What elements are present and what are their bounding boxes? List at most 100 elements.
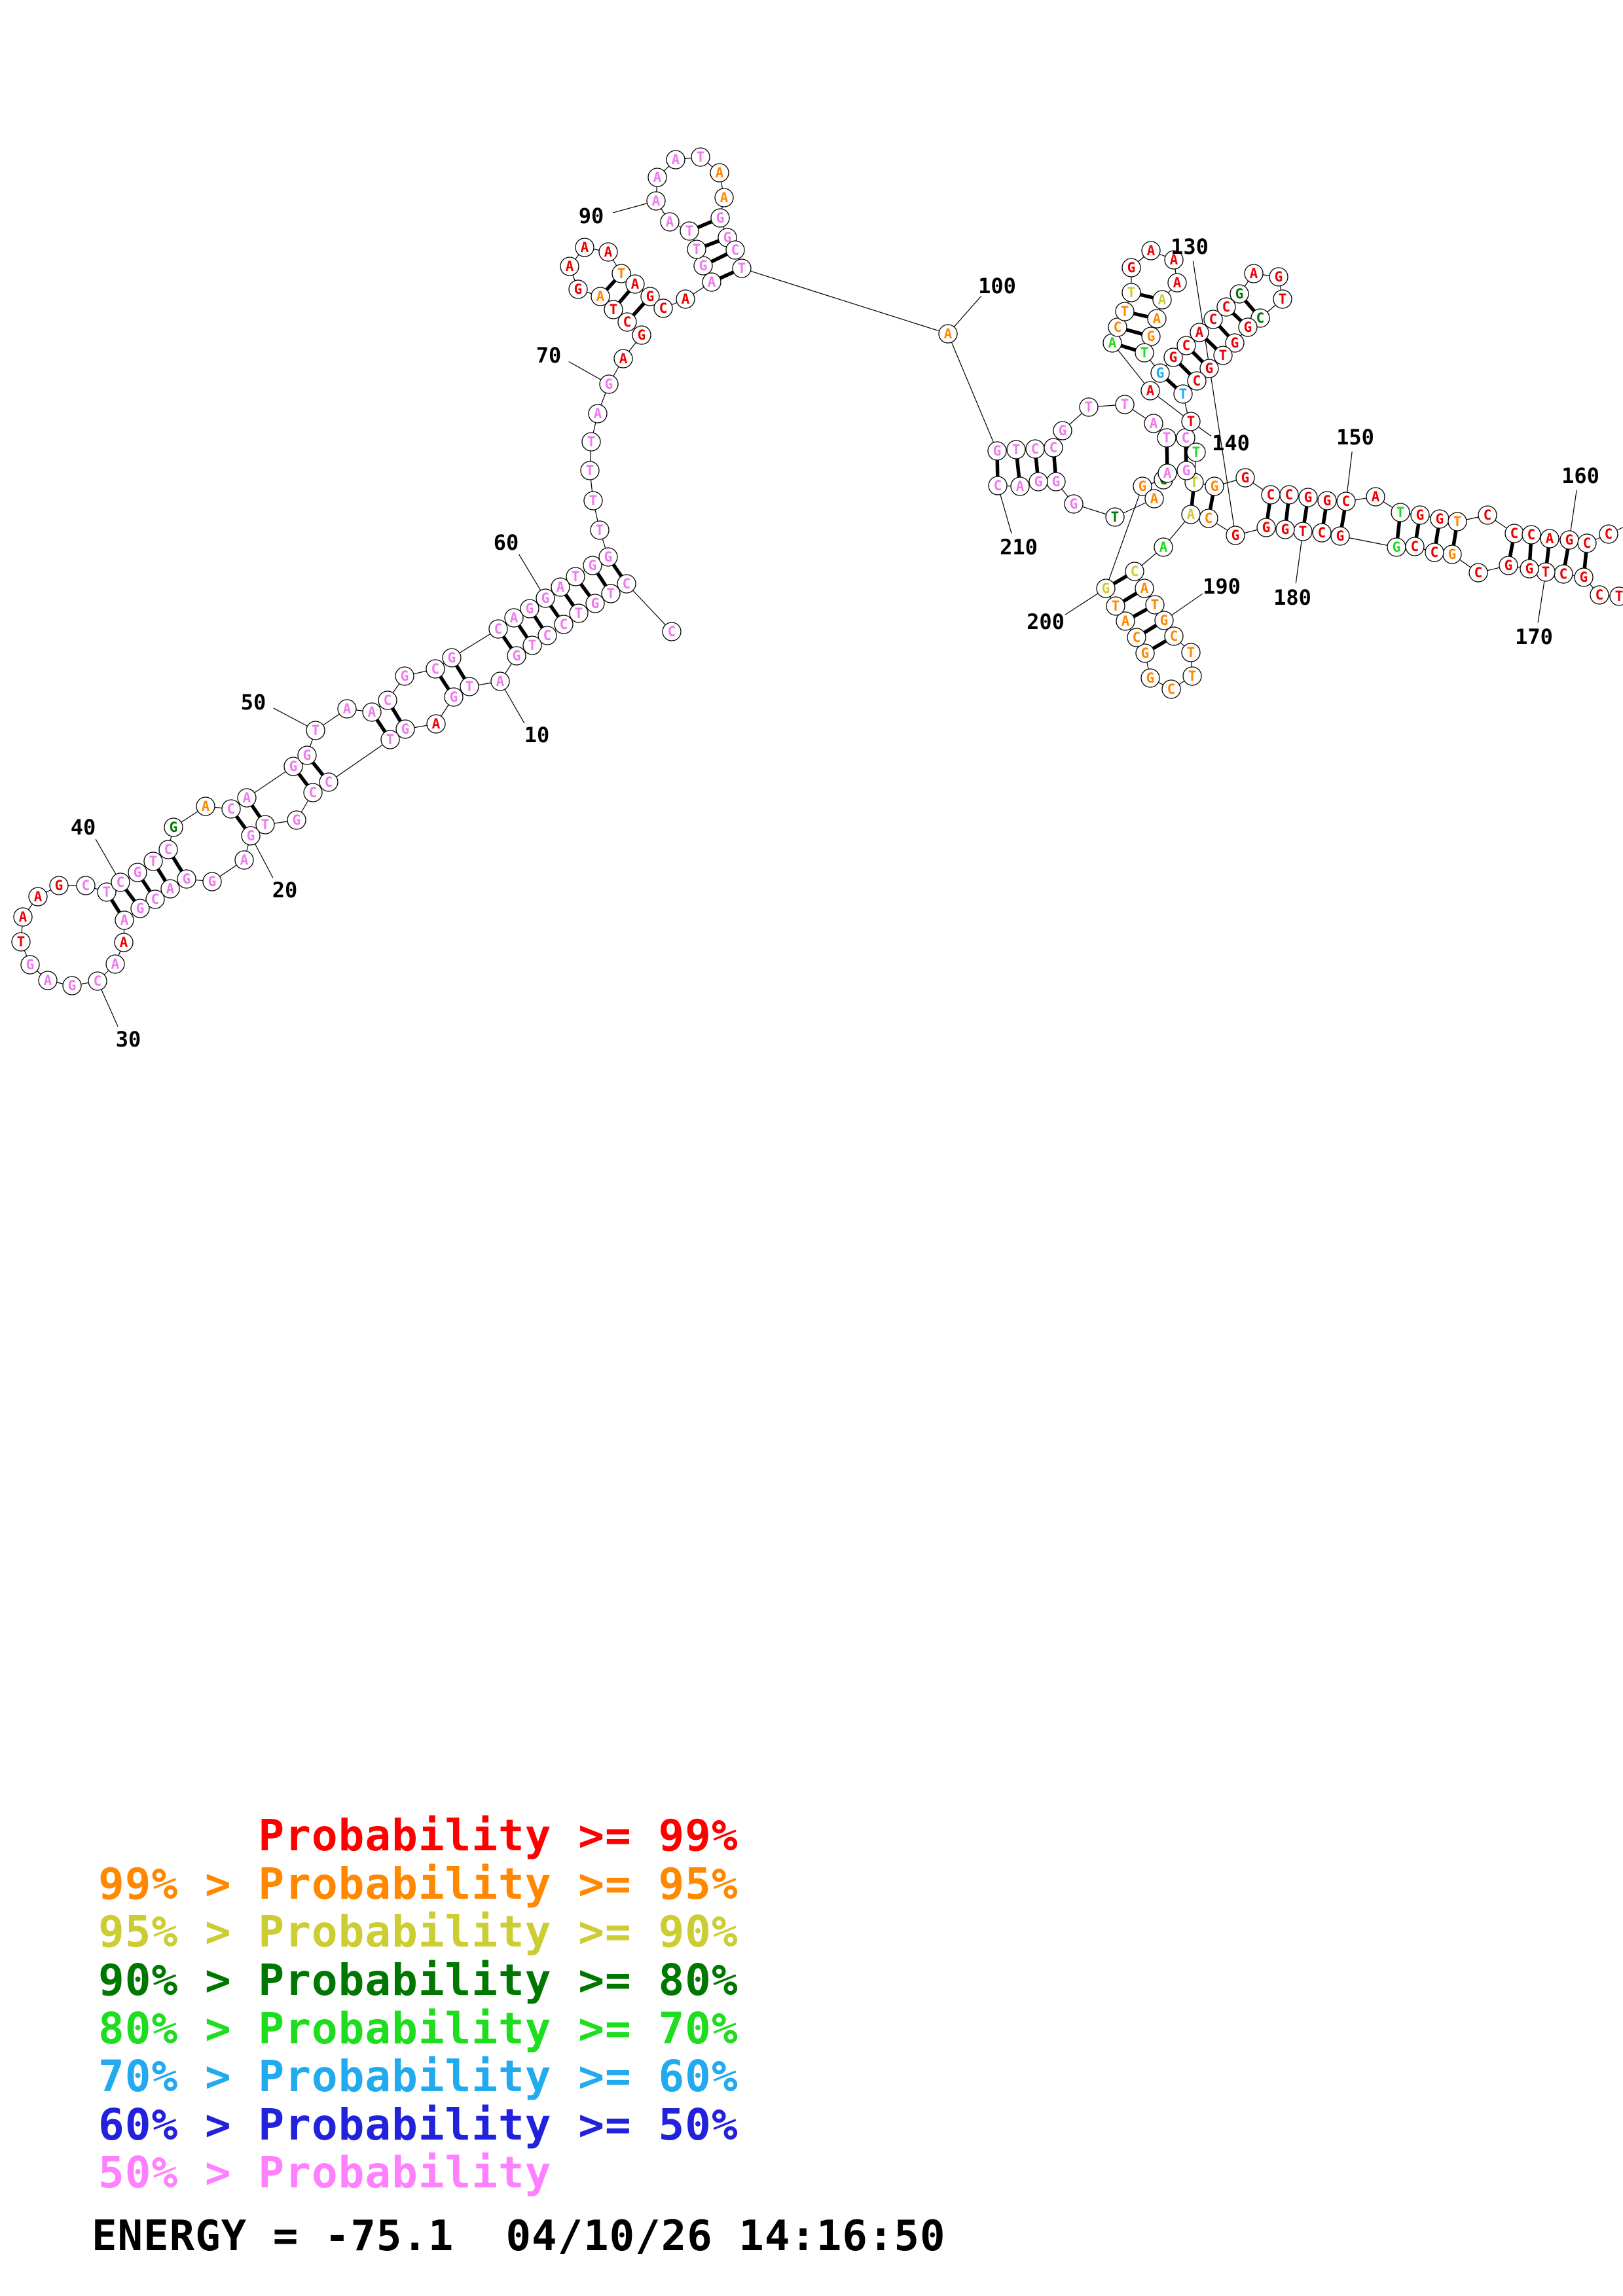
- probability-legend: Probability >= 99% 99% > Probability >= …: [98, 1810, 739, 2198]
- nucleotide-letter: A: [120, 935, 128, 950]
- position-labels-layer: 10 20 30 40 50 60 70 90 100 130 140 150 160 170 180 190…: [71, 204, 1599, 1052]
- nucleotide-letter: G: [604, 549, 613, 565]
- nucleotide-circle: [1520, 559, 1539, 579]
- nucleotide-letter: A: [44, 973, 52, 988]
- nucleotide-letter: C: [1583, 535, 1592, 551]
- nucleotide-letter: G: [401, 668, 409, 684]
- backbone-links-layer: [20, 156, 1623, 986]
- nucleotide-letter: C: [325, 774, 333, 790]
- nucleotide-circle: [1053, 421, 1072, 440]
- position-label: 60: [494, 530, 519, 555]
- nucleotide-circle: [380, 730, 400, 749]
- nucleotide-letter: T: [1279, 291, 1287, 307]
- nucleotide-letter: T: [1140, 345, 1149, 361]
- nucleotide-letter: A: [496, 673, 505, 689]
- nucleotide-circle: [297, 745, 317, 765]
- position-label: 20: [272, 878, 298, 903]
- nucleotide-circle: [1029, 472, 1048, 492]
- nucleotide-circle: [601, 584, 621, 603]
- nucleotide-circle: [1391, 503, 1410, 522]
- nucleotide-circle: [1064, 494, 1084, 514]
- nucleotide-letter: C: [1182, 338, 1191, 353]
- nucleotide-letter: A: [1159, 539, 1168, 555]
- nucleotide-letter: G: [1141, 645, 1150, 661]
- nucleotide-circle: [1127, 628, 1146, 647]
- nucleotide-circle: [1133, 476, 1152, 496]
- nucleotide-circle: [583, 556, 602, 575]
- label-pointer-layer: [95, 200, 1577, 1027]
- nucleotide-letter: A: [653, 170, 662, 185]
- nucleotide-letter: C: [1559, 566, 1568, 582]
- nucleotide-letter: A: [1173, 275, 1182, 291]
- nucleotide-circle: [1154, 537, 1173, 557]
- nucleotide-letter: C: [117, 874, 125, 890]
- legend-row-70: 80% > Probability >= 70%: [98, 2003, 739, 2054]
- nucleotide-letter: G: [183, 871, 191, 887]
- nucleotide-circle: [702, 272, 721, 292]
- nucleotide-letter: T: [1121, 304, 1129, 319]
- nucleotide-circle: [1298, 488, 1318, 507]
- nucleotide-letter: A: [1153, 311, 1161, 327]
- nucleotide-circle: [105, 954, 125, 974]
- nucleotide-circle: [38, 971, 58, 990]
- nucleotide-circle: [177, 869, 196, 889]
- backbone-link: [328, 739, 391, 783]
- nucleotide-circle: [1199, 359, 1219, 378]
- nucleotide-letter: G: [1525, 561, 1534, 577]
- nucleotide-circle: [647, 168, 667, 187]
- nucleotide-letter: C: [1431, 545, 1439, 560]
- nucleotide-circle: [1122, 283, 1141, 302]
- nucleotide-letter: G: [993, 443, 1002, 459]
- nucleotide-circle: [1154, 611, 1174, 630]
- nucleotide-letter: A: [666, 214, 674, 230]
- nucleotide-letter: G: [1336, 528, 1345, 544]
- nucleotide-circle: [145, 889, 165, 909]
- nucleotide-letter: T: [607, 586, 615, 601]
- nucleotide-letter: T: [1615, 588, 1623, 604]
- nucleotide-letter: T: [1396, 505, 1405, 520]
- position-label: 150: [1336, 425, 1374, 450]
- nucleotide-letter: G: [1262, 520, 1271, 535]
- nucleotide-circle: [1336, 492, 1356, 511]
- nucleotide-circle: [1044, 438, 1063, 457]
- nucleotide-letter: A: [19, 909, 27, 925]
- nucleotide-circle: [1096, 579, 1116, 598]
- nucleotide-letter: C: [384, 692, 392, 708]
- nucleotide-letter: G: [450, 689, 458, 705]
- nucleotide-letter: G: [1448, 547, 1457, 562]
- nucleotide-circle: [604, 300, 623, 319]
- nucleotide-circle: [1122, 258, 1141, 278]
- nucleotide-letter: T: [528, 637, 537, 653]
- position-label: 90: [579, 204, 604, 228]
- nucleotide-circle: [1135, 643, 1155, 663]
- nucleotide-letter: A: [1122, 613, 1130, 629]
- nucleotide-letter: G: [1231, 335, 1239, 351]
- nucleotide-letter: A: [240, 852, 249, 868]
- nucleotide-letter: G: [1205, 361, 1214, 376]
- backbone-link: [741, 268, 949, 334]
- nucleotide-circle: [1161, 679, 1181, 699]
- nucleotide-circle: [28, 887, 48, 906]
- nucleotide-circle: [444, 687, 464, 707]
- position-label: 130: [1171, 234, 1209, 259]
- nucleotide-circle: [1187, 371, 1207, 391]
- nucleotide-letter: G: [289, 759, 298, 774]
- nucleotide-circle: [1590, 585, 1609, 605]
- nucleotide-letter: G: [1052, 474, 1061, 490]
- nucleotide-letter: G: [1231, 528, 1240, 543]
- nucleotide-letter: G: [574, 281, 583, 297]
- nucleotide-circle: [378, 691, 397, 710]
- nucleotide-circle: [1181, 505, 1201, 524]
- nucleotide-letter: G: [1565, 532, 1574, 548]
- nucleotide-letter: G: [1156, 365, 1165, 381]
- nucleotide-circle: [1176, 461, 1196, 480]
- nucleotide-letter: T: [1542, 564, 1550, 580]
- nucleotide-circle: [680, 221, 699, 241]
- nucleotide-letter: T: [1453, 514, 1462, 529]
- position-label: 190: [1203, 574, 1241, 599]
- nucleotide-circle: [1312, 523, 1332, 543]
- nucleotide-circle: [1256, 518, 1276, 537]
- nucleotide-letter: T: [149, 853, 158, 869]
- nucleotide-circle: [617, 574, 636, 594]
